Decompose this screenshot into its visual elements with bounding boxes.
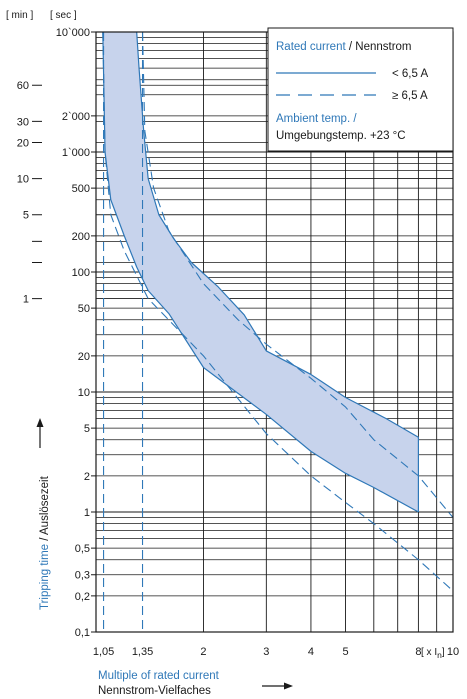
band-fill: [102, 32, 419, 512]
legend-entry-label-dashed: ≥ 6,5 A: [392, 90, 428, 102]
y-tick-label: 1: [84, 507, 90, 519]
y-tick-label: 0,1: [75, 627, 90, 639]
x-axis-arrow: [262, 682, 293, 690]
y-tick-label: 500: [72, 183, 90, 195]
min-tick-label: 20: [17, 137, 29, 149]
x-tick-label: 3: [263, 646, 269, 658]
x-tick-label: 4: [308, 646, 314, 658]
x-tick-label: 8: [415, 646, 421, 658]
y-tick-label: 2: [84, 471, 90, 483]
xlabel-blue: Multiple of rated current: [98, 670, 220, 682]
x-tick-label: 10: [447, 646, 459, 658]
ylabel-blue: Tripping time: [39, 544, 51, 610]
min-tick-label: 10: [17, 174, 29, 186]
y-tick-label: 200: [72, 231, 90, 243]
legend-entry-label-solid: < 6,5 A: [392, 68, 428, 80]
dashed-curve-upper: [141, 31, 454, 518]
y-tick-label: 1`000: [62, 147, 90, 159]
y-tick-label: 10`000: [56, 27, 90, 39]
legend-title-black: / Nennstrom: [346, 41, 412, 53]
legend-title-blue: Rated current: [276, 41, 346, 53]
legend-title: Rated current / Nennstrom: [276, 41, 412, 53]
x-tick-label: 5: [342, 646, 348, 658]
min-tick-label: 30: [17, 116, 29, 128]
y-tick-label: 5: [84, 423, 90, 435]
dashed-curve-lower: [102, 31, 454, 592]
x-unit-label: [ x In]: [421, 647, 445, 660]
tick-labels: 0,1 0,2 0,3 0,5 1 2 5 10 20 50 100 200 500 1`000 2`000…: [17, 27, 459, 658]
y-tick-label: 2`000: [62, 111, 90, 123]
tolerance-band: [102, 32, 419, 512]
svg-text:Tripping time / Auslösezeit: Tripping time / Auslösezeit: [39, 475, 51, 610]
y-tick-label: 10: [78, 387, 90, 399]
min-tick-label: 1: [23, 294, 29, 306]
legend: Rated current / Nennstrom < 6,5 A ≥ 6,5 …: [267, 27, 454, 152]
x-tick-label: 1,05: [93, 646, 114, 658]
legend-note-black: Umgebungstemp. +23 °C: [276, 130, 406, 142]
min-tick-label: 60: [17, 80, 29, 92]
min-tick-label: 5: [23, 210, 29, 222]
y-tick-label: 0,3: [75, 570, 90, 582]
band-lower-curve: [102, 31, 419, 513]
curves: [102, 31, 454, 632]
ylabel-black: / Auslösezeit: [39, 475, 51, 544]
x-tick-label: 2: [200, 646, 206, 658]
y-axis-arrow: [36, 418, 44, 448]
x-tick-label: 1,35: [132, 646, 153, 658]
y-tick-label: 0,2: [75, 591, 90, 603]
band-upper-curve: [136, 31, 419, 438]
y-tick-label: 100: [72, 267, 90, 279]
unit-sec-label: [ sec ]: [50, 10, 77, 21]
y-axis-title: Tripping time / Auslösezeit: [39, 475, 51, 610]
legend-note-blue: Ambient temp. /: [276, 113, 357, 125]
legend-box: [267, 27, 454, 152]
y-tick-label: 50: [78, 303, 90, 315]
y-tick-label: 0,5: [75, 543, 90, 555]
xlabel-black: Nennstrom-Vielfaches: [98, 685, 211, 697]
unit-min-label: [ min ]: [6, 10, 33, 21]
y-tick-label: 20: [78, 351, 90, 363]
